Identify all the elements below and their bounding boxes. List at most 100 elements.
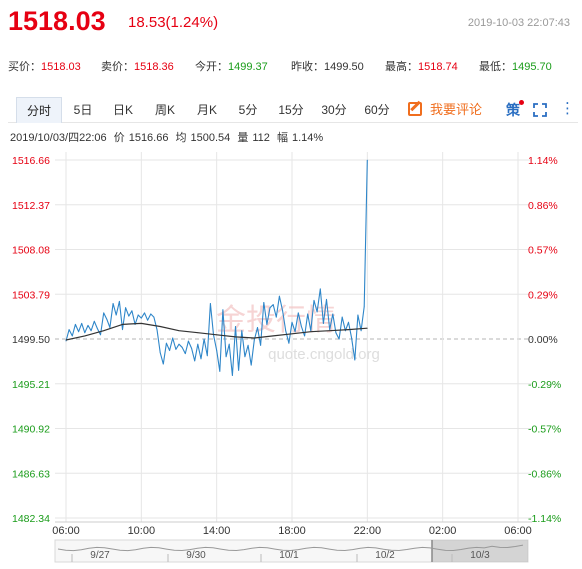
quote-bid-value: 1518.03: [41, 61, 81, 73]
y-tick-left: 1516.66: [12, 155, 50, 167]
series-point: [257, 327, 258, 328]
series-point: [291, 321, 293, 323]
quote-low: 最低：1495.70: [479, 58, 552, 74]
series-point: [348, 329, 349, 331]
quote-ask-label: 卖价：: [101, 61, 134, 73]
series-point: [144, 312, 145, 314]
series-point: [115, 314, 117, 316]
series-point: [203, 338, 205, 340]
series-point: [266, 323, 268, 325]
x-tick-label: 14:00: [203, 525, 231, 537]
more-vertical-icon[interactable]: ⋮: [560, 100, 575, 117]
info-avg-label: 均: [175, 132, 187, 144]
series-point: [354, 359, 356, 361]
series-point: [300, 326, 302, 327]
y-tick-right: -0.86%: [528, 468, 561, 480]
info-datetime: 2019/10/03/四22:06: [10, 132, 107, 144]
series-point: [200, 358, 202, 360]
navigator-selection: [432, 540, 528, 562]
quote-prev-close-label: 昨收：: [291, 61, 324, 73]
series-point: [291, 333, 293, 335]
series-point: [313, 299, 315, 301]
series-point: [326, 298, 327, 300]
series-point: [278, 295, 280, 297]
quote-ask-value: 1518.36: [134, 61, 174, 73]
series-point: [294, 331, 296, 333]
series-point: [216, 350, 218, 351]
quote-ask: 卖价：1518.36: [101, 58, 174, 74]
quote-bid-label: 买价：: [8, 61, 41, 73]
series-point: [348, 321, 349, 323]
series-point: [216, 334, 218, 336]
series-point: [282, 310, 284, 312]
tab-5day[interactable]: 5日: [73, 103, 93, 117]
info-price-label: 价: [113, 132, 125, 144]
series-point: [197, 343, 199, 345]
series-point: [90, 330, 92, 332]
tab-60min[interactable]: 60分: [364, 103, 390, 117]
navigator-label: 9/30: [186, 550, 206, 561]
navigator-label: 10/1: [279, 550, 299, 561]
series-point: [235, 336, 236, 338]
tab-daily-k[interactable]: 日K: [112, 103, 133, 117]
chart-toolbar: 分时 5日 日K 周K 月K 5分 15分 30分 60分 我要评论 策 ⋮: [8, 97, 578, 123]
series-point: [288, 342, 290, 344]
series-point: [159, 352, 161, 354]
intraday-chart[interactable]: 金投行情 quote.cngold.org 1516.66 1.14%1512.3…: [0, 148, 582, 569]
series-point: [322, 322, 324, 324]
tab-intraday[interactable]: 分时: [16, 97, 62, 123]
series-point: [78, 331, 80, 333]
series-point: [122, 329, 123, 331]
series-point: [366, 159, 368, 161]
x-tick-label: 22:00: [354, 525, 382, 537]
last-price: 1518.03: [8, 6, 106, 36]
series-point: [341, 316, 343, 318]
series-point: [297, 312, 299, 314]
y-tick-right: 0.86%: [528, 200, 558, 212]
info-vol: 112: [252, 132, 270, 144]
fullscreen-icon[interactable]: [533, 103, 547, 117]
quote-bid: 买价：1518.03: [8, 58, 81, 74]
quote-open: 今开：1499.37: [195, 58, 268, 74]
series-point: [137, 314, 139, 316]
info-amp-label: 幅: [276, 132, 288, 144]
x-tick-label: 10:00: [128, 525, 156, 537]
series-point: [263, 302, 265, 303]
tab-5min[interactable]: 5分: [238, 103, 258, 117]
tab-weekly-k[interactable]: 周K: [154, 103, 175, 117]
series-point: [93, 320, 95, 322]
series-point: [96, 328, 98, 330]
tab-15min[interactable]: 15分: [278, 103, 304, 117]
series-point: [241, 330, 243, 332]
info-amp: 1.14%: [291, 132, 324, 144]
series-point: [366, 327, 368, 329]
series-point: [228, 343, 230, 345]
navigator-label: 9/27: [90, 550, 110, 561]
series-point: [357, 314, 359, 316]
quote-open-label: 今开：: [195, 61, 228, 73]
series-point: [272, 304, 274, 306]
navigator-mini-line: [57, 544, 524, 552]
tab-30min[interactable]: 30分: [321, 103, 347, 117]
series-point: [253, 339, 255, 341]
series-point: [162, 363, 164, 365]
info-vol-label: 量: [237, 132, 249, 144]
series-point: [159, 326, 161, 327]
time-navigator[interactable]: 9/27 9/30 10/1 10/2 10/3: [54, 539, 529, 563]
series-point: [338, 338, 340, 340]
strategy-button[interactable]: 策: [506, 102, 520, 118]
series-point: [181, 346, 183, 348]
series-point: [169, 350, 171, 351]
series-point: [84, 332, 86, 334]
series-point: [175, 348, 177, 350]
comment-label: 我要评论: [430, 102, 483, 117]
series-point: [106, 318, 108, 320]
quote-prev-close: 昨收：1499.50: [291, 58, 364, 74]
series-point: [231, 375, 233, 376]
x-tick-label: 06:00: [52, 525, 80, 537]
price-change: 18.53(1.24%): [128, 14, 219, 31]
tab-monthly-k[interactable]: 月K: [196, 103, 217, 117]
comment-button[interactable]: 我要评论: [408, 97, 482, 123]
y-tick-left: 1512.37: [12, 200, 50, 212]
series-point: [351, 337, 353, 339]
